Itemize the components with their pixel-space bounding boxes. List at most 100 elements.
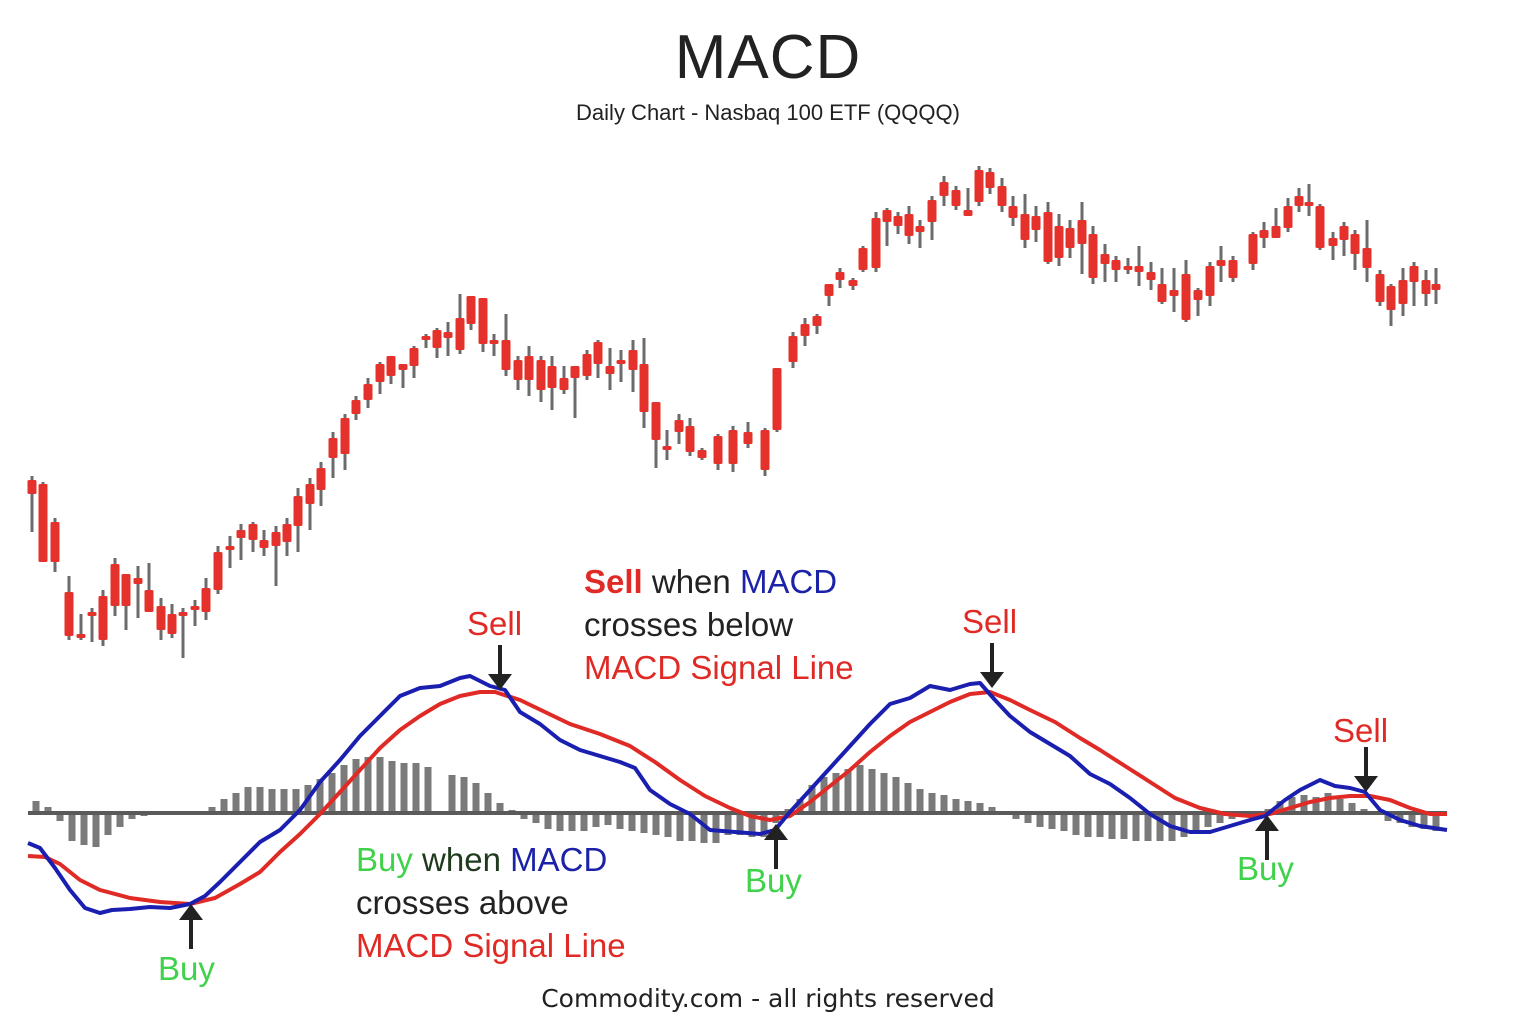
bearish-candle — [64, 576, 74, 640]
bearish-candle — [1248, 232, 1258, 270]
bearish-candle — [225, 536, 235, 568]
buy-rule-line-1: Buy when MACD — [356, 838, 626, 881]
bearish-candle — [178, 608, 188, 658]
bearish-candle — [1228, 256, 1238, 282]
bearish-candle — [1350, 230, 1360, 270]
histogram-bar — [1108, 813, 1116, 839]
bearish-candle — [271, 526, 281, 586]
histogram-bar — [640, 813, 648, 833]
histogram-bar — [1144, 813, 1152, 841]
histogram-bar — [1180, 813, 1188, 837]
bearish-candle — [1362, 220, 1372, 282]
histogram-bar — [484, 793, 492, 813]
histogram-bar — [1084, 813, 1092, 837]
bearish-candle — [167, 604, 177, 638]
bearish-candle — [582, 350, 592, 380]
bearish-candle — [772, 368, 782, 432]
bearish-candle — [1008, 196, 1018, 226]
bearish-candle — [98, 590, 108, 646]
bearish-candle — [1193, 288, 1203, 316]
histogram-bar — [964, 801, 972, 813]
histogram-bar — [208, 807, 216, 813]
bearish-candle — [201, 578, 211, 620]
bearish-candle — [50, 518, 60, 572]
histogram-bar — [80, 813, 88, 845]
histogram-bar — [700, 813, 708, 843]
histogram-bar — [856, 765, 864, 813]
histogram-bar — [32, 801, 40, 813]
bearish-candle — [858, 246, 868, 272]
bearish-candle — [421, 334, 431, 348]
bearish-candle — [1146, 262, 1156, 290]
histogram-bar — [244, 787, 252, 813]
bearish-candle — [985, 168, 995, 194]
histogram-bar — [736, 813, 744, 835]
histogram-bar — [412, 763, 420, 813]
sell-arrow-icon — [1354, 747, 1378, 792]
bearish-candle — [939, 176, 949, 206]
histogram-bar — [104, 813, 112, 835]
sell-rule-line-2: crosses below — [584, 606, 794, 643]
bearish-candle — [1100, 244, 1110, 282]
bearish-candle — [27, 476, 37, 532]
histogram-bar — [376, 757, 384, 813]
when-word: when — [412, 841, 511, 878]
histogram-bar — [268, 789, 276, 813]
histogram-bar — [940, 795, 948, 813]
bearish-candle — [1020, 194, 1030, 248]
histogram-bar — [448, 775, 456, 813]
bearish-candle — [639, 338, 649, 428]
bearish-candle — [409, 346, 419, 378]
histogram-bar — [844, 769, 852, 813]
bearish-candle — [76, 614, 86, 640]
histogram-bar — [1096, 813, 1104, 837]
histogram-bar — [868, 769, 876, 813]
bearish-candle — [1398, 268, 1408, 316]
bearish-candle — [1259, 222, 1269, 248]
buy-arrow-icon — [764, 824, 788, 869]
buy-word: Buy — [356, 841, 413, 878]
bearish-candle — [713, 434, 723, 470]
histogram-bar — [688, 813, 696, 841]
copyright-footer: Commodity.com - all rights reserved — [541, 984, 995, 1013]
histogram-bar — [364, 757, 372, 813]
histogram-bar — [748, 813, 756, 837]
histogram-bar — [1132, 813, 1140, 841]
buy-arrow-icon — [1255, 815, 1279, 860]
chart-title: MACD — [674, 23, 862, 92]
bearish-candle — [728, 426, 738, 472]
histogram-bar — [1276, 801, 1284, 813]
bearish-candle — [293, 488, 303, 552]
buy-rule-annotation: Buy when MACD crosses above MACD Signal … — [356, 838, 626, 967]
bearish-candle — [1315, 204, 1325, 250]
histogram-bar — [68, 813, 76, 841]
when-word: when — [642, 563, 740, 600]
bearish-candle — [824, 284, 834, 306]
histogram-bar — [1288, 797, 1296, 813]
bearish-candle — [501, 314, 511, 376]
histogram-bar — [1072, 813, 1080, 835]
histogram-bar — [568, 813, 576, 831]
bearish-candle — [628, 340, 638, 392]
histogram-bar — [1060, 813, 1068, 831]
histogram-bar — [616, 813, 624, 829]
histogram-bar — [892, 777, 900, 813]
sell-rule-annotation: Sell when MACD crosses below MACD Signal… — [584, 560, 854, 689]
bearish-candle — [974, 166, 984, 206]
bearish-candle — [305, 478, 315, 530]
bearish-candle — [616, 350, 626, 382]
histogram-bar — [556, 813, 564, 831]
bearish-candle — [1157, 268, 1167, 304]
histogram-bar — [592, 813, 600, 827]
bearish-candle — [489, 334, 499, 356]
bearish-candle — [674, 414, 684, 444]
histogram-bar — [44, 807, 52, 813]
sell-label-2: Sell — [962, 603, 1018, 640]
bearish-candle — [848, 278, 858, 290]
histogram-bar — [92, 813, 100, 847]
bearish-candle — [375, 362, 385, 394]
bearish-candle — [121, 574, 131, 630]
histogram-bar — [664, 813, 672, 837]
bearish-candle — [1386, 284, 1396, 326]
histogram-bar — [832, 773, 840, 813]
